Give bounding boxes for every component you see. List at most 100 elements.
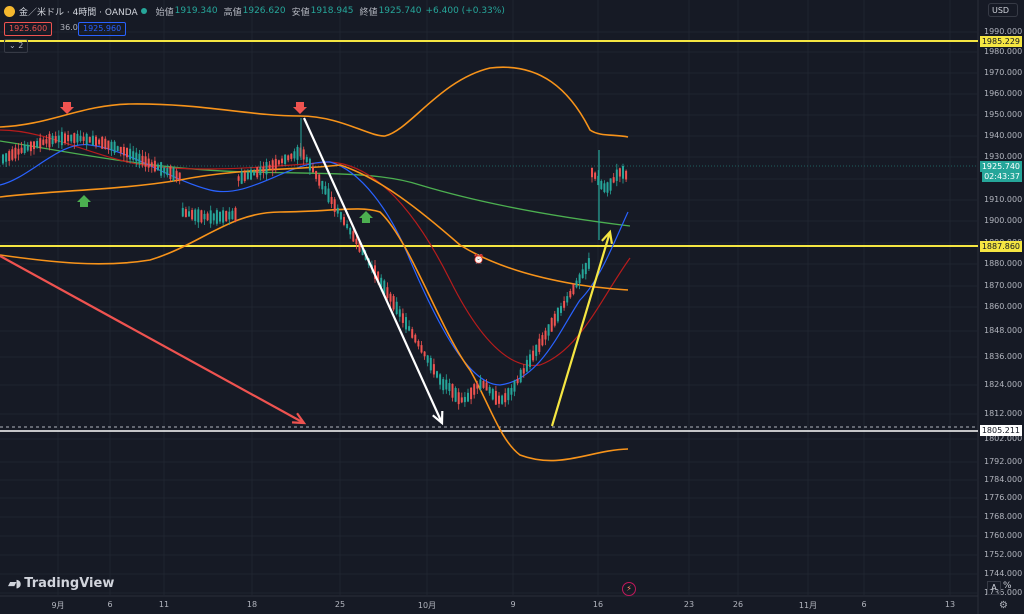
price-tick-label: 1848.000 [984, 326, 1023, 335]
open-label: 始値 [155, 7, 174, 18]
candle-body [560, 306, 562, 313]
candle-body [482, 380, 485, 388]
candle-body [488, 387, 491, 394]
low-value: 1918.945 [310, 6, 354, 16]
candle-body [479, 379, 482, 389]
candle-body [287, 155, 290, 161]
candle-body [14, 147, 17, 159]
candle-body [587, 258, 590, 269]
time-tick-label: 26 [732, 600, 744, 609]
sell-signal-icon [293, 102, 307, 114]
alarm-clock-icon[interactable]: ⏰ [473, 255, 485, 265]
candle-body [591, 167, 593, 178]
candle-body [33, 141, 35, 150]
candle-body [432, 364, 435, 375]
candle-body [191, 209, 194, 220]
candle-body [448, 383, 451, 392]
mid-ma-line [0, 129, 631, 367]
yellow-up-arrow [550, 231, 612, 427]
candle-body [578, 274, 581, 284]
candle-body [51, 135, 54, 145]
candle-body [293, 151, 296, 159]
candle-body [76, 133, 79, 143]
candle-body [355, 238, 358, 245]
candle-body [17, 148, 20, 155]
price-tick-label: 1910.000 [984, 195, 1023, 204]
candle-body [457, 392, 460, 405]
candle-body [386, 287, 389, 298]
candle-body [98, 139, 101, 145]
candle-body [389, 293, 392, 302]
candle-body [132, 151, 135, 160]
candle-body [234, 207, 237, 221]
candle-body [42, 139, 45, 145]
symbol-name[interactable]: 金／米ドル · 4時間 · OANDA [19, 7, 138, 18]
buy-price-button[interactable]: 1925.960 [78, 22, 127, 36]
mid-level-tag: 1887.860 [979, 241, 1022, 252]
candle-body [113, 141, 116, 153]
time-tick-label: 6 [861, 600, 867, 609]
candle-body [259, 166, 262, 176]
candle-body [507, 388, 510, 401]
candle-body [625, 170, 628, 180]
sell-price-button[interactable]: 1925.600 [4, 22, 53, 36]
candle-body [203, 213, 206, 220]
candle-body [417, 340, 420, 347]
close-value: 1925.740 [378, 6, 422, 16]
yellow-up-arrow-head [601, 229, 613, 245]
candle-body [343, 217, 345, 225]
candle-body [265, 161, 268, 175]
candle-body [219, 211, 221, 222]
auto-scale-button[interactable]: A [987, 581, 1001, 595]
white-down-arrow [302, 117, 444, 424]
candle-body [101, 136, 104, 149]
indicator-toggle-button[interactable]: ⌄ 2 [4, 39, 29, 53]
candle-body [138, 153, 141, 164]
candle-body [194, 209, 197, 221]
price-tick-label: 1824.000 [984, 380, 1023, 389]
candle-body [312, 167, 314, 173]
settings-gear-icon[interactable]: ⚙ [999, 600, 1008, 611]
candle-body [442, 379, 445, 391]
time-tick-label: 16 [592, 600, 604, 609]
candle-body [563, 300, 566, 308]
candle-body [374, 265, 376, 279]
candle-body [8, 151, 11, 161]
candle-body [197, 209, 200, 223]
candle-body [147, 158, 150, 168]
candle-body [95, 136, 97, 146]
candle-body [333, 199, 336, 212]
percent-scale-button[interactable]: % [1003, 581, 1012, 591]
candle-body [553, 313, 556, 326]
price-tick-label: 1744.000 [984, 569, 1023, 578]
candle-body [82, 136, 85, 141]
time-tick-label: 13 [944, 600, 956, 609]
candle-body [339, 212, 342, 220]
price-tick-label: 1736.000 [984, 588, 1023, 597]
currency-select[interactable]: USD [988, 3, 1018, 17]
red-trend-arrow-head [291, 412, 307, 425]
lightning-icon[interactable]: ⚡ [622, 582, 636, 596]
fast-ma-line [0, 144, 629, 386]
candle-body [513, 380, 516, 392]
candle-body [575, 280, 578, 288]
candle-body [380, 277, 383, 287]
candle-body [572, 283, 575, 295]
candle-body [281, 158, 283, 164]
candle-body [361, 248, 364, 256]
candle-body [246, 172, 249, 179]
candle-body [209, 210, 212, 224]
candle-body [349, 227, 352, 235]
candle-body [79, 135, 82, 142]
time-tick-label: 11 [158, 600, 170, 609]
candle-body [485, 382, 488, 391]
candle-body [85, 133, 88, 145]
candle-body [305, 157, 308, 163]
candle-body [188, 211, 190, 217]
candle-body [327, 188, 330, 203]
price-tick-label: 1752.000 [984, 550, 1023, 559]
candle-body [228, 211, 231, 220]
bollinger-upper-band [0, 66, 629, 138]
